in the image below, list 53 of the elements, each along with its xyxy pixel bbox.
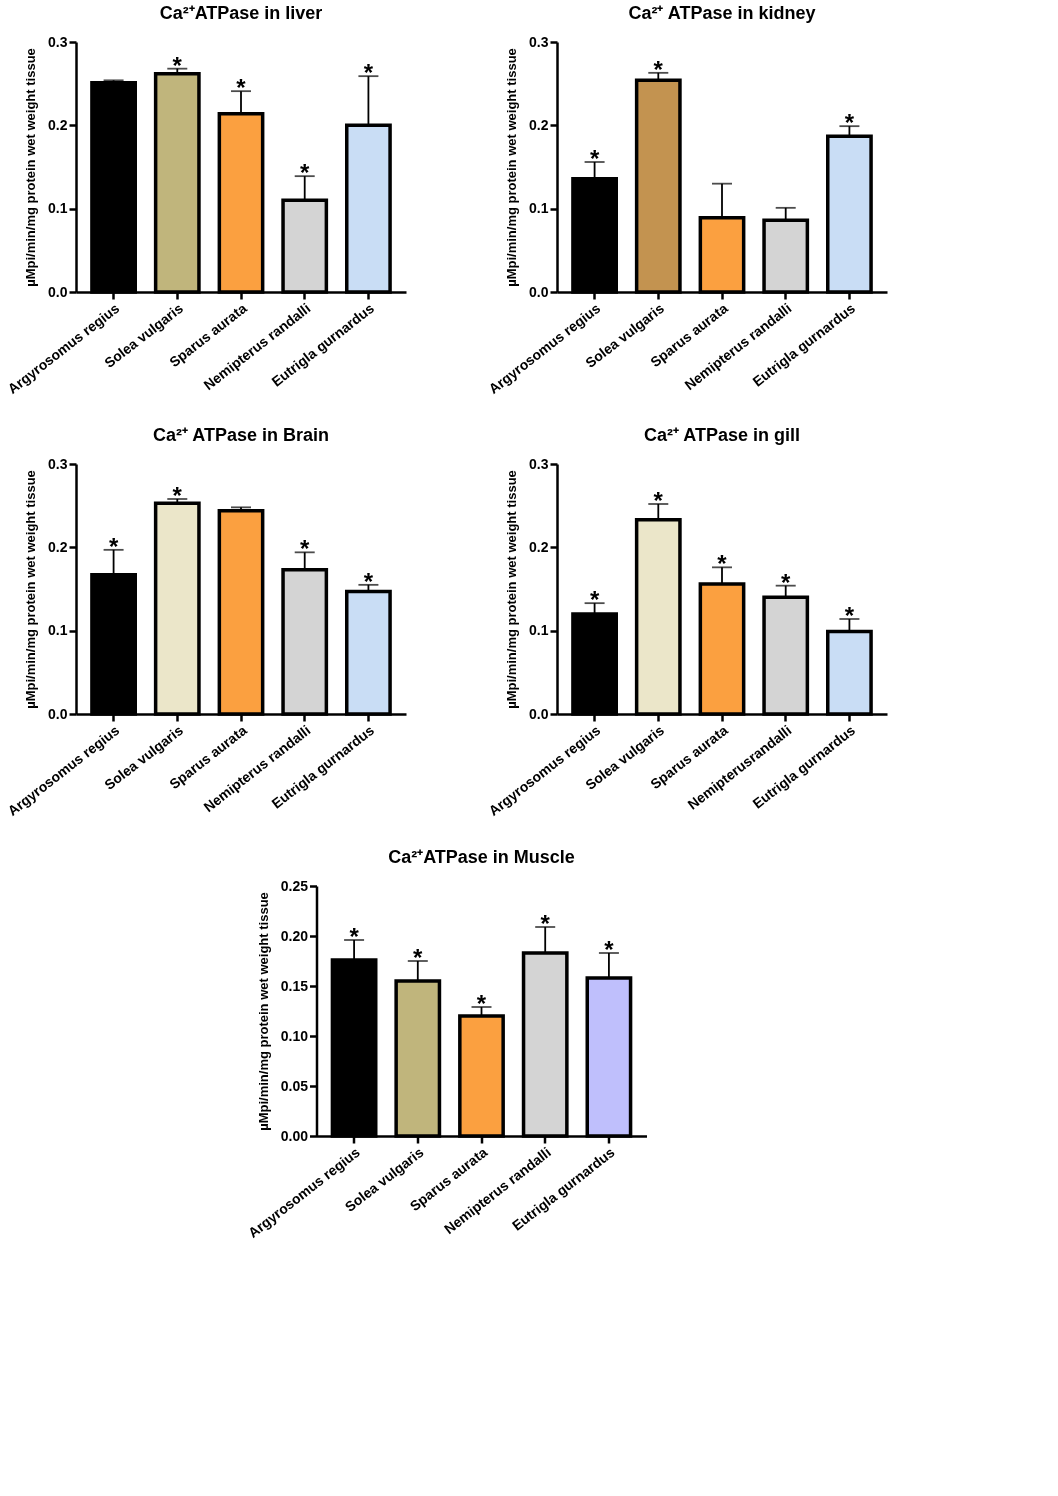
y-axis-title: µMpi/min/mg protein wet weight tissue bbox=[504, 48, 520, 287]
annotation: * bbox=[413, 944, 424, 971]
y-tick-label: 0.3 bbox=[48, 455, 68, 472]
y-tick-label: 0.15 bbox=[280, 977, 309, 994]
annotation: * bbox=[300, 159, 311, 187]
annotation: * bbox=[717, 550, 728, 578]
annotation: * bbox=[540, 910, 551, 937]
y-tick-label: 0.1 bbox=[529, 622, 549, 639]
y-tick-label: 0.0 bbox=[529, 283, 549, 300]
y-tick-label: 0.0 bbox=[48, 283, 68, 300]
chart-title: Ca²⁺ATPase in liver bbox=[159, 3, 323, 23]
annotation: * bbox=[653, 55, 664, 83]
annotation: * bbox=[781, 568, 792, 596]
annotation: * bbox=[653, 487, 664, 514]
annotation: * bbox=[363, 59, 374, 87]
y-tick-label: 0.10 bbox=[280, 1027, 309, 1044]
chart-title: Ca²⁺ATPase in Muscle bbox=[388, 847, 575, 867]
y-tick-label: 0.2 bbox=[48, 538, 68, 555]
y-axis-title: µMpi/min/mg protein wet weight tissue bbox=[23, 470, 39, 709]
annotation: * bbox=[589, 586, 600, 614]
annotation: * bbox=[844, 602, 855, 629]
y-tick-label: 0.0 bbox=[48, 705, 68, 722]
annotation: * bbox=[108, 532, 119, 560]
y-tick-label: 0.3 bbox=[529, 455, 549, 472]
y-tick-label: 0.1 bbox=[48, 622, 68, 639]
y-tick-label: 0.2 bbox=[529, 116, 549, 133]
y-tick-label: 0.3 bbox=[529, 33, 549, 50]
annotation: * bbox=[476, 990, 487, 1017]
annotation: * bbox=[236, 74, 247, 102]
y-tick-label: 0.20 bbox=[280, 927, 309, 944]
annotation: * bbox=[172, 482, 183, 509]
annotation: * bbox=[172, 51, 183, 79]
y-tick-label: 0.1 bbox=[529, 200, 549, 217]
annotation: * bbox=[349, 923, 360, 950]
annotation: * bbox=[844, 109, 855, 137]
chart-title: Ca²⁺ ATPase in kidney bbox=[628, 3, 816, 23]
annotation: * bbox=[363, 567, 374, 595]
y-tick-label: 0.00 bbox=[280, 1127, 309, 1144]
annotation: * bbox=[300, 535, 311, 563]
annotation: * bbox=[589, 145, 600, 172]
y-tick-label: 0.2 bbox=[48, 116, 68, 133]
y-tick-label: 0.1 bbox=[48, 200, 68, 217]
y-tick-label: 0.0 bbox=[529, 705, 549, 722]
y-tick-label: 0.25 bbox=[280, 877, 309, 894]
y-tick-label: 0.05 bbox=[280, 1077, 309, 1094]
chart-title: Ca²⁺ ATPase in Brain bbox=[152, 425, 330, 445]
y-tick-label: 0.2 bbox=[529, 538, 549, 555]
y-axis-title: µMpi/min/mg protein wet weight tissue bbox=[23, 48, 39, 287]
y-tick-label: 0.3 bbox=[48, 33, 68, 50]
y-axis-title: µMpi/min/mg protein wet weight tissue bbox=[255, 892, 271, 1131]
chart-title: Ca²⁺ ATPase in gill bbox=[643, 425, 801, 445]
y-axis-title: µMpi/min/mg protein wet weight tissue bbox=[504, 470, 520, 709]
annotation: * bbox=[604, 936, 615, 963]
